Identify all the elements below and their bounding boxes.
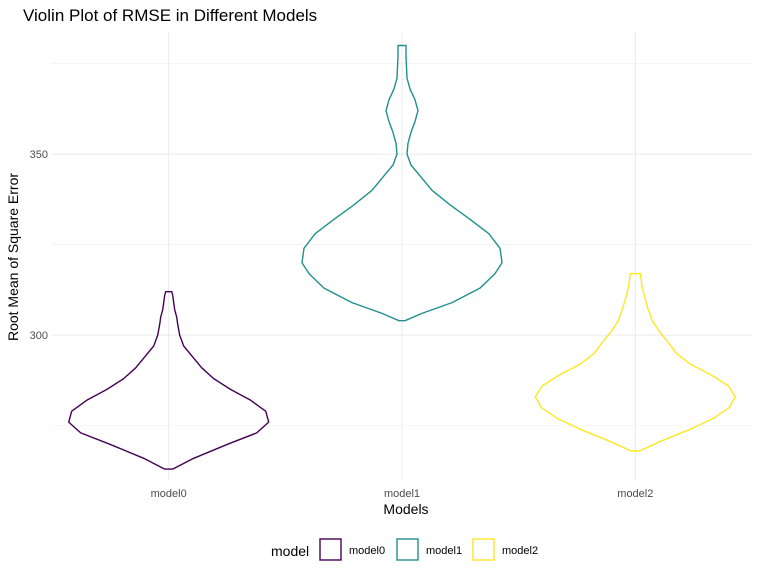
chart-title: Violin Plot of RMSE in Different Models: [23, 6, 317, 25]
grid: [52, 31, 752, 480]
violin-model2: [534, 272, 736, 452]
legend-label-model2: model2: [502, 545, 538, 557]
violins: [68, 44, 736, 470]
legend-title: model: [271, 543, 309, 559]
violin-model1: [301, 44, 503, 322]
y-tick-label: 300: [30, 330, 48, 342]
legend: model model0 model1 model2: [271, 538, 538, 561]
legend-key-model1: [396, 538, 419, 561]
legend-key-model2: [472, 538, 495, 561]
x-tick-label: model2: [617, 488, 653, 500]
y-axis-ticks: 300 350: [30, 149, 48, 342]
x-tick-label: model0: [151, 488, 187, 500]
x-axis-ticks: model0 model1 model2: [151, 488, 654, 500]
legend-key-model0: [319, 538, 342, 561]
violin-model0: [68, 291, 270, 470]
y-tick-label: 350: [30, 149, 48, 161]
legend-label-model1: model1: [426, 545, 462, 557]
x-tick-label: model1: [384, 488, 420, 500]
y-axis-title: Root Mean of Square Error: [5, 173, 21, 341]
legend-label-model0: model0: [349, 545, 385, 557]
x-axis-title: Models: [383, 501, 428, 517]
